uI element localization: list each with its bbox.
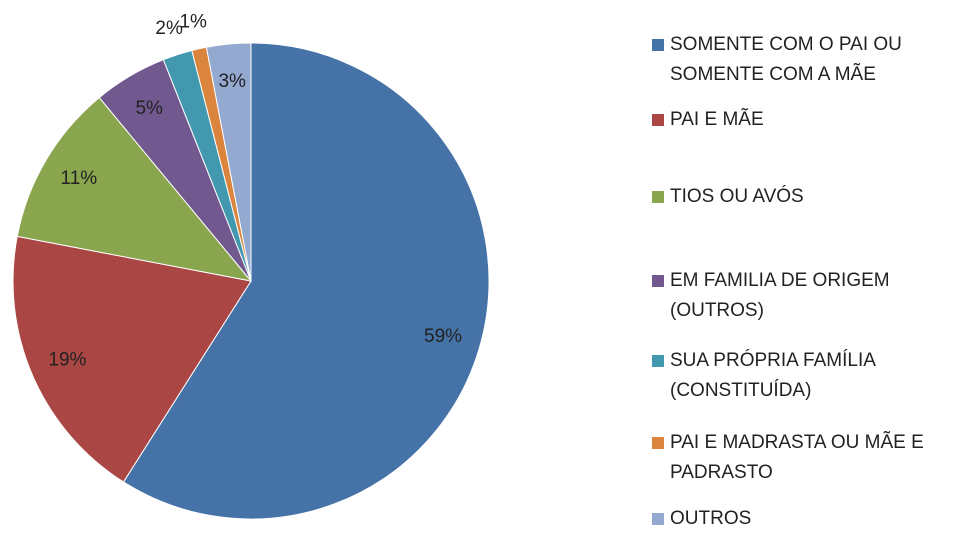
legend-label: OUTROS xyxy=(670,508,752,529)
legend-swatch xyxy=(652,191,664,203)
legend-item: OUTROS xyxy=(652,504,972,534)
legend-swatch xyxy=(652,39,664,51)
data-label: 5% xyxy=(135,98,163,119)
data-label: 2% xyxy=(155,18,183,39)
legend-item: SOMENTE COM O PAI OU SOMENTE COM A MÃE xyxy=(652,30,972,90)
legend-item: SUA PRÓPRIA FAMÍLIA (CONSTITUÍDA) xyxy=(652,346,972,406)
legend-label: PAI E MADRASTA OU MÃE E PADRASTO xyxy=(670,432,924,483)
legend-swatch xyxy=(652,275,664,287)
legend-label: SOMENTE COM O PAI OU SOMENTE COM A MÃE xyxy=(670,34,902,85)
legend-item: PAI E MÃE xyxy=(652,105,972,135)
legend-item: EM FAMILIA DE ORIGEM (OUTROS) xyxy=(652,266,972,326)
data-label: 19% xyxy=(48,349,86,370)
data-label: 3% xyxy=(218,71,246,92)
legend-label: PAI E MÃE xyxy=(670,109,764,130)
legend-item: PAI E MADRASTA OU MÃE E PADRASTO xyxy=(652,428,972,488)
data-label: 59% xyxy=(424,326,462,347)
legend-swatch xyxy=(652,355,664,367)
legend-label: EM FAMILIA DE ORIGEM (OUTROS) xyxy=(670,270,890,321)
data-label: 11% xyxy=(61,168,98,189)
legend-swatch xyxy=(652,513,664,525)
legend-label: TIOS OU AVÓS xyxy=(670,186,804,207)
pie-slice xyxy=(122,42,490,520)
legend-label: SUA PRÓPRIA FAMÍLIA (CONSTITUÍDA) xyxy=(670,350,875,401)
pie-slice xyxy=(205,42,252,282)
legend-item: TIOS OU AVÓS xyxy=(652,182,972,212)
legend-swatch xyxy=(652,437,664,449)
pie-slice xyxy=(16,96,253,282)
legend-swatch xyxy=(652,114,664,126)
data-label: 1% xyxy=(179,11,207,32)
pie-slice xyxy=(12,235,252,483)
